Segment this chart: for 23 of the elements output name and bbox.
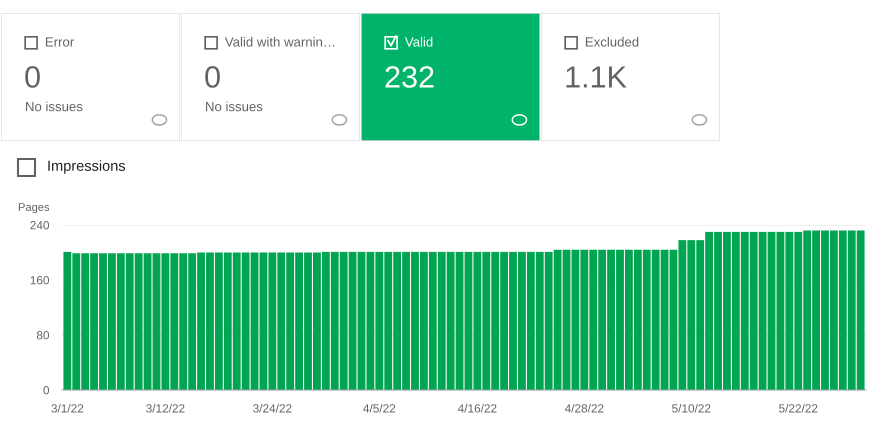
y-axis-title: Pages [18,203,50,214]
text: Error [46,37,74,47]
x-tick-label: 4/5/22 [363,404,396,413]
x-tick-label: 4/16/22 [458,404,496,413]
data-label: 232 [386,66,434,88]
x-tick-label: 5/10/22 [672,404,710,413]
x-tick-label: 3/1/22 [51,404,84,413]
data-label: 1.1K [566,66,627,88]
text: Valid with warnin… [224,36,334,47]
y-tick-label: 240 [30,221,50,230]
y-tick-label: 160 [30,276,50,284]
y-tick-label: 80 [36,331,50,340]
text: Impressions [48,160,126,174]
data-label: 0 [205,66,220,88]
x-tick-label: 3/12/22 [146,404,184,413]
x-tick-label: 4/28/22 [564,404,604,413]
text: No issues [206,102,262,112]
text: Valid [404,36,432,47]
text: No issues [26,102,82,112]
y-tick-label: 0 [43,386,50,394]
text: Excluded [586,36,638,47]
x-tick-label: 5/22/22 [779,404,818,413]
x-tick-label: 3/24/22 [253,404,292,413]
